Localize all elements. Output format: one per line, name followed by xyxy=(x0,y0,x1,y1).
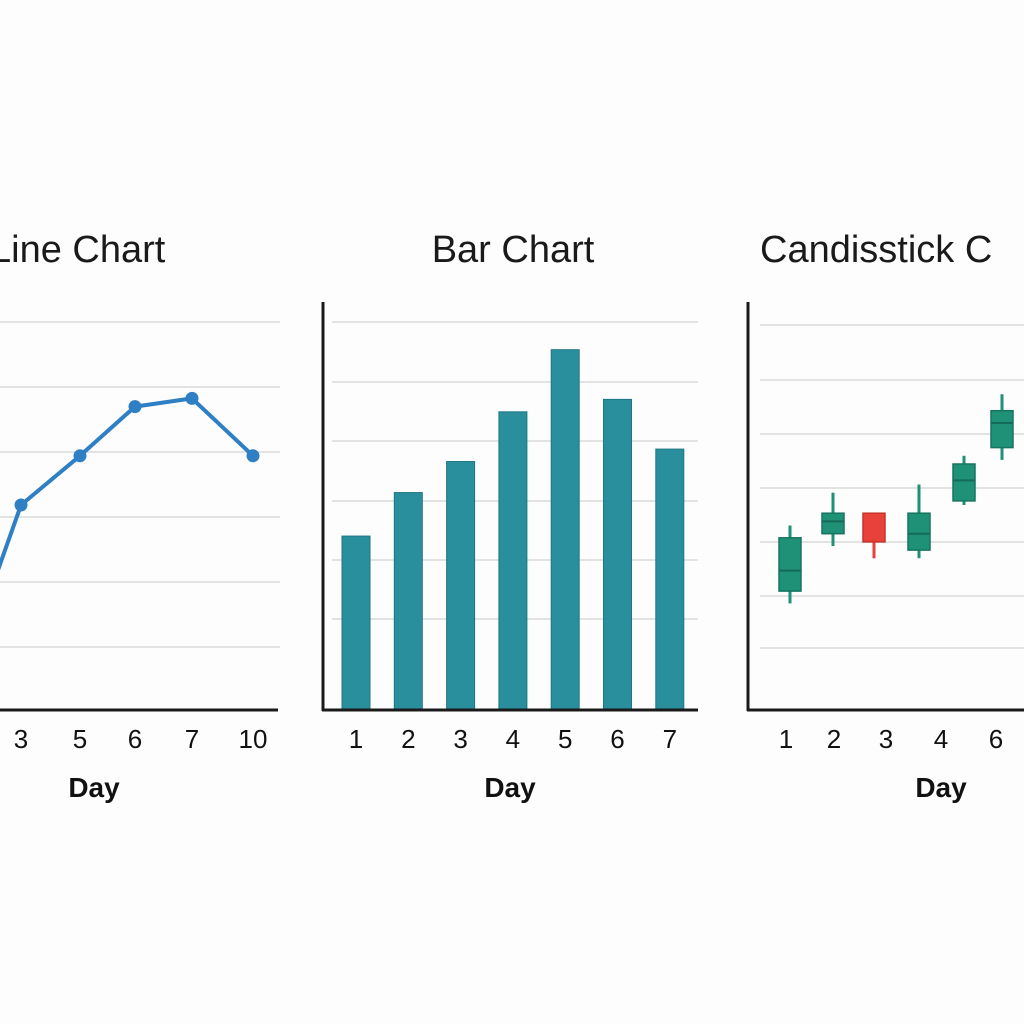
line-x-tick-label: 10 xyxy=(239,724,268,754)
line-series-path xyxy=(0,396,255,571)
bar-x-tick-label: 6 xyxy=(610,724,624,754)
bar-chart-title: Bar Chart xyxy=(432,229,595,271)
candlestick-chart-x-label: Day xyxy=(915,772,967,803)
line-data-point xyxy=(128,400,142,414)
bar xyxy=(446,461,476,711)
candlestick-body xyxy=(821,512,845,535)
line-x-tick-label: 7 xyxy=(185,724,199,754)
bar xyxy=(393,492,423,711)
candlestick xyxy=(990,394,1014,460)
bar xyxy=(341,535,371,711)
candlestick xyxy=(862,512,886,559)
candlestick-chart-panel: Candisstick C 1 2 3 4 6 Day xyxy=(746,229,1024,803)
bar-x-tick-label: 2 xyxy=(401,724,415,754)
line-data-point xyxy=(14,498,28,512)
candlestick-body xyxy=(778,537,802,592)
candlestick-x-tick-label: 6 xyxy=(989,724,1003,754)
line-chart-series xyxy=(0,391,260,571)
candlestick-body xyxy=(990,409,1014,449)
candlestick xyxy=(907,484,931,559)
candlestick-body xyxy=(952,463,976,502)
bar xyxy=(498,411,528,711)
line-x-tick-label: 6 xyxy=(128,724,142,754)
bar xyxy=(655,448,685,711)
candlestick-x-tick-label: 3 xyxy=(879,724,893,754)
line-chart-x-label: Day xyxy=(68,772,120,803)
candlestick-body xyxy=(907,512,931,551)
bar-chart-x-label: Day xyxy=(484,772,536,803)
bar-x-tick-label: 7 xyxy=(663,724,677,754)
bar-x-tick-label: 3 xyxy=(453,724,467,754)
bar-x-tick-label: 5 xyxy=(558,724,572,754)
line-data-point xyxy=(246,449,260,463)
candlestick-chart-grid xyxy=(760,324,1024,649)
candlestick-chart-x-ticks: 1 2 3 4 6 xyxy=(779,724,1003,754)
line-chart-title: Line Chart xyxy=(0,229,166,271)
candlestick xyxy=(952,455,976,505)
bar-chart-bars xyxy=(341,349,685,711)
line-chart-panel: Line Chart 3 5 6 7 10 Day xyxy=(0,229,280,803)
line-chart-x-ticks: 3 5 6 7 10 xyxy=(14,724,268,754)
candlestick-chart-candles xyxy=(778,394,1014,604)
bar xyxy=(603,398,632,711)
line-data-point xyxy=(73,449,87,463)
line-chart-grid xyxy=(0,321,280,648)
candlestick xyxy=(778,525,802,604)
candlestick-x-tick-label: 2 xyxy=(827,724,841,754)
line-x-tick-label: 3 xyxy=(14,724,28,754)
bar-chart-panel: Bar Chart 1 2 3 4 5 6 7 Day xyxy=(321,229,698,803)
line-data-point xyxy=(185,391,199,405)
bar xyxy=(550,349,580,711)
candlestick-body xyxy=(862,512,886,543)
candlestick-x-tick-label: 1 xyxy=(779,724,793,754)
candlestick-chart-title: Candisstick C xyxy=(760,229,992,271)
line-x-tick-label: 5 xyxy=(73,724,87,754)
bar-chart-x-ticks: 1 2 3 4 5 6 7 xyxy=(349,724,677,754)
bar-x-tick-label: 1 xyxy=(349,724,363,754)
candlestick xyxy=(821,492,845,546)
bar-x-tick-label: 4 xyxy=(506,724,520,754)
candlestick-x-tick-label: 4 xyxy=(934,724,948,754)
